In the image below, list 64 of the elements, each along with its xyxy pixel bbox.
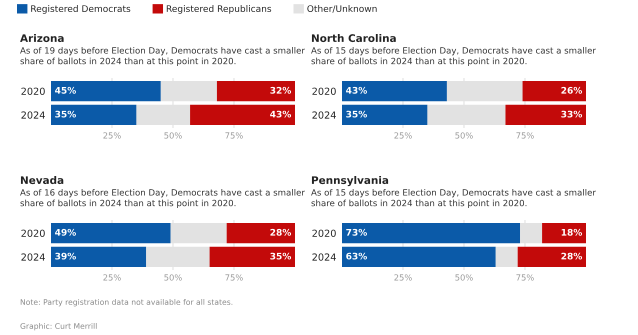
bar bbox=[342, 104, 428, 126]
x-tick-label: 25% bbox=[394, 274, 412, 281]
bar bbox=[342, 246, 496, 268]
bar bbox=[522, 80, 586, 102]
y-tick-label: 2020 bbox=[312, 88, 336, 95]
data-label: 39% bbox=[55, 252, 76, 260]
data-label: 43% bbox=[346, 86, 367, 94]
data-label: 35% bbox=[270, 252, 292, 260]
data-label: 32% bbox=[270, 86, 292, 94]
bar bbox=[216, 80, 295, 102]
chart-subtitle: As of 15 days before Election Day, Democrats have cast a smaller share of ballots in 2024 than at this point in 2020. bbox=[311, 189, 596, 208]
x-tick-label: 50% bbox=[164, 274, 182, 281]
data-label: 28% bbox=[270, 228, 292, 236]
data-label: 35% bbox=[346, 110, 367, 118]
data-label: 28% bbox=[561, 252, 582, 260]
data-label: 26% bbox=[561, 86, 582, 94]
data-label: 63% bbox=[346, 252, 367, 260]
data-label: 43% bbox=[270, 110, 292, 118]
x-tick-label: 50% bbox=[455, 132, 473, 139]
data-label: 33% bbox=[561, 110, 582, 118]
x-tick-label: 75% bbox=[225, 132, 243, 139]
chart-title: Nevada bbox=[20, 176, 64, 184]
data-label: 45% bbox=[55, 86, 76, 94]
data-label: 49% bbox=[55, 228, 76, 236]
bar bbox=[342, 222, 520, 244]
chart-title: North Carolina bbox=[312, 34, 396, 42]
data-label: 73% bbox=[346, 228, 367, 236]
bar bbox=[210, 246, 295, 268]
bar bbox=[518, 246, 586, 268]
bar bbox=[51, 80, 161, 102]
y-tick-label: 2024 bbox=[21, 253, 45, 261]
bar bbox=[51, 246, 146, 268]
y-tick-label: 2024 bbox=[312, 253, 336, 261]
chart-subtitle: As of 15 days before Election Day, Democrats have cast a smaller share of ballots in 2024 than at this point in 2020. bbox=[311, 47, 596, 66]
x-tick-label: 75% bbox=[225, 274, 243, 281]
x-tick-label: 25% bbox=[103, 132, 121, 139]
chart-title: Pennsylvania bbox=[312, 176, 388, 186]
legend-label: Other/Unknown bbox=[307, 5, 377, 13]
bar bbox=[342, 80, 447, 102]
chart-subtitle: As of 16 days before Election Day, Democrats have cast a smaller share of ballots in 2024 than at this point in 2020. bbox=[20, 189, 305, 208]
bar bbox=[226, 222, 295, 244]
bar bbox=[496, 246, 518, 268]
y-tick-label: 2024 bbox=[21, 111, 45, 119]
y-tick-label: 2020 bbox=[312, 230, 336, 237]
y-tick-label: 2024 bbox=[312, 111, 336, 119]
legend-label: Registered Republicans bbox=[166, 5, 272, 14]
bar bbox=[51, 222, 171, 244]
x-tick-label: 75% bbox=[516, 274, 534, 281]
data-label: 18% bbox=[562, 228, 582, 236]
y-tick-label: 2020 bbox=[21, 230, 45, 237]
x-tick-label: 50% bbox=[164, 132, 182, 139]
x-tick-label: 75% bbox=[516, 132, 534, 139]
bar bbox=[51, 104, 136, 126]
chart-title: Arizona bbox=[20, 34, 64, 42]
x-tick-label: 25% bbox=[394, 132, 412, 139]
chart-subtitle: As of 19 days before Election Day, Democrats have cast a smaller share of ballots in 2024 than at this point in 2020. bbox=[20, 47, 305, 66]
bar bbox=[505, 104, 586, 126]
data-label: 35% bbox=[55, 110, 76, 118]
legend-label: Registered Democrats bbox=[31, 5, 130, 14]
x-tick-label: 25% bbox=[103, 274, 121, 281]
bar bbox=[542, 222, 586, 244]
y-tick-label: 2020 bbox=[21, 88, 45, 95]
x-tick-label: 50% bbox=[455, 274, 473, 281]
bar bbox=[190, 104, 295, 126]
